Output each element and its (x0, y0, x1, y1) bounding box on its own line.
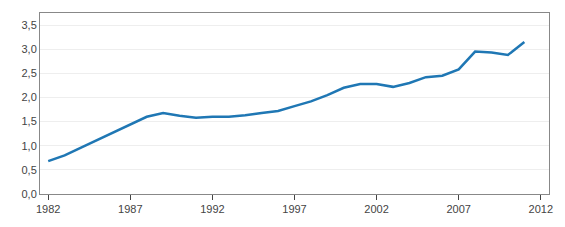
svg-text:1997: 1997 (282, 203, 306, 215)
svg-text:1,5: 1,5 (22, 115, 37, 127)
svg-text:2,0: 2,0 (22, 91, 37, 103)
svg-text:1982: 1982 (36, 203, 60, 215)
svg-text:0,0: 0,0 (22, 188, 37, 200)
svg-text:3,0: 3,0 (22, 43, 37, 55)
svg-text:0,5: 0,5 (22, 164, 37, 176)
svg-text:1987: 1987 (118, 203, 142, 215)
svg-text:2002: 2002 (364, 203, 388, 215)
svg-text:2012: 2012 (529, 203, 553, 215)
svg-text:1,0: 1,0 (22, 140, 37, 152)
svg-text:2007: 2007 (446, 203, 470, 215)
svg-text:3,5: 3,5 (22, 19, 37, 31)
svg-text:1992: 1992 (200, 203, 224, 215)
svg-text:2,5: 2,5 (22, 67, 37, 79)
